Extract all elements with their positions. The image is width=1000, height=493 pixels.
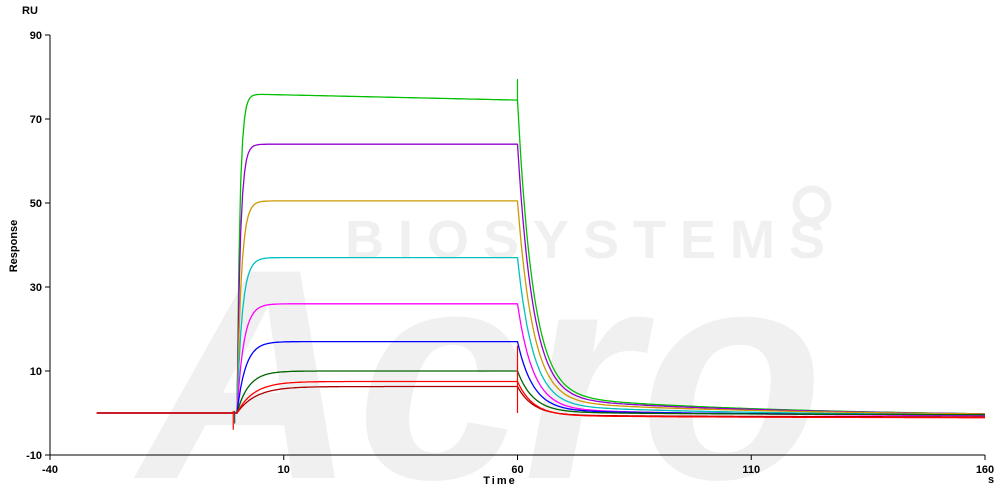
x-tick-label: 110 xyxy=(742,464,760,476)
watermark-ring-icon xyxy=(792,185,832,225)
x-unit-label: s xyxy=(988,474,995,486)
y-tick-label: 10 xyxy=(30,366,42,378)
watermark-acro-text: Acro xyxy=(131,206,824,493)
x-tick-label: -40 xyxy=(42,464,58,476)
series-conc-4-cyan xyxy=(96,256,986,416)
series-conc-7-darkgreen xyxy=(96,370,985,416)
y-tick-label: 50 xyxy=(30,198,42,210)
x-tick-label: 10 xyxy=(278,464,290,476)
y-tick-label: 70 xyxy=(30,114,42,126)
watermark-biosystems-text: BIOSYSTEMS xyxy=(345,210,839,270)
y-axis-title: Response xyxy=(8,219,20,273)
series-conc-3-darkyellow xyxy=(96,200,985,415)
y-tick-label: 30 xyxy=(30,282,42,294)
series-curves xyxy=(96,79,986,430)
x-axis-title: Time xyxy=(483,475,517,487)
tick-labels: -10 10 30 50 70 90 -40 10 60 110 160 xyxy=(26,30,994,476)
series-conc-9-red xyxy=(96,380,985,419)
y-tick-label: 90 xyxy=(30,30,42,42)
y-tick-label: -10 xyxy=(26,450,42,462)
x-tick-label: 160 xyxy=(976,464,994,476)
y-unit-label: RU xyxy=(22,5,38,17)
x-tick-label: 60 xyxy=(511,464,523,476)
series-conc-8-darkred xyxy=(96,385,985,418)
axes xyxy=(45,34,986,460)
